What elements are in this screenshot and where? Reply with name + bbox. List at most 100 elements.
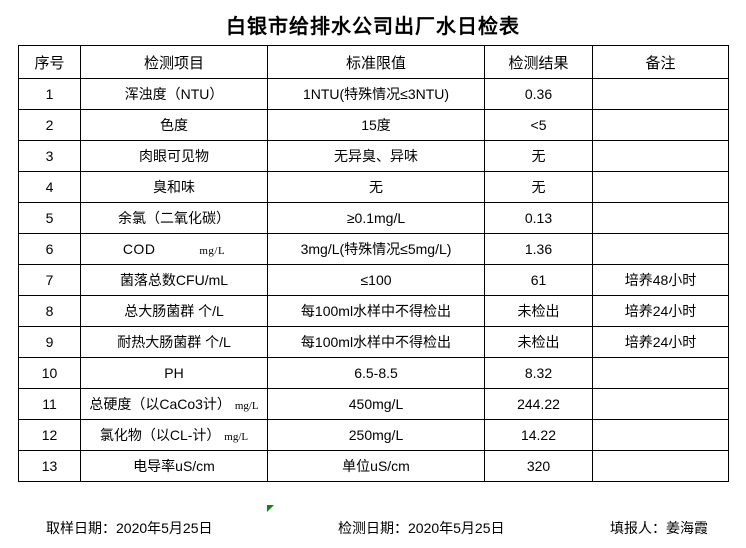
table-row: 13 电导率uS/cm 单位uS/cm 320	[18, 450, 729, 482]
cell-standard-limit: 每100ml水样中不得检出	[267, 295, 485, 327]
cell-item: 色度	[80, 109, 268, 141]
cell-item: 总硬度（以CaCo3计） mg/L	[80, 388, 268, 420]
table-row: 7 菌落总数CFU/mL ≤100 61 培养48小时	[18, 264, 729, 296]
table-row: 11 总硬度（以CaCo3计） mg/L 450mg/L 244.22	[18, 388, 729, 420]
cell-standard-limit: 单位uS/cm	[267, 450, 485, 482]
table-row: 4 臭和味无无	[18, 171, 729, 203]
cell-item: COD mg/L	[80, 233, 268, 265]
cell-item: 氯化物（以CL-计） mg/L	[80, 419, 268, 451]
cell-item: 总大肠菌群 个/L	[80, 295, 268, 327]
cell-item-unit: mg/L	[234, 400, 259, 412]
cell-remark: 培养24小时	[592, 326, 729, 358]
cell-standard-limit: 1NTU(特殊情况≤3NTU)	[267, 78, 485, 110]
cell-result: 0.36	[484, 78, 593, 110]
table-row: 3 肉眼可见物 无异臭、异味无	[18, 140, 729, 172]
cell-no: 5	[18, 202, 81, 234]
cell-item-spacer	[155, 241, 199, 257]
cell-result: 未检出	[484, 295, 593, 327]
cell-remark	[592, 140, 729, 172]
table-row: 5 余氯（二氧化碳） ≥0.1mg/L 0.13	[18, 202, 729, 234]
column-header-item: 检测项目	[80, 45, 268, 79]
cell-standard-limit: 450mg/L	[267, 388, 485, 420]
table-row: 6 COD mg/L 3mg/L(特殊情况≤5mg/L) 1.36	[18, 233, 729, 265]
cell-result: 0.13	[484, 202, 593, 234]
table-row: 10 PH 6.5-8.5 8.32	[18, 357, 729, 389]
cell-result: 61	[484, 264, 593, 296]
cell-no: 9	[18, 326, 81, 358]
cell-item: 耐热大肠菌群 个/L	[80, 326, 268, 358]
cell-no: 12	[18, 419, 81, 451]
cell-item: PH	[80, 357, 268, 389]
cell-no: 13	[18, 450, 81, 482]
cell-result: 无	[484, 140, 593, 172]
cell-no: 10	[18, 357, 81, 389]
cell-item: 电导率uS/cm	[80, 450, 268, 482]
column-header-remark: 备注	[592, 45, 729, 79]
cell-remark	[592, 450, 729, 482]
cell-remark	[592, 388, 729, 420]
cell-no: 3	[18, 140, 81, 172]
cell-remark	[592, 78, 729, 110]
report-table-container: 序号 检测项目 标准限值 检测结果 备注 1 浑浊度（NTU） 1NTU(特殊情况≤…	[18, 45, 729, 482]
cell-result: 244.22	[484, 388, 593, 420]
cell-item: 浑浊度（NTU）	[80, 78, 268, 110]
cell-no: 4	[18, 171, 81, 203]
cell-remark	[592, 171, 729, 203]
cell-item-name: COD	[122, 241, 156, 257]
table-row: 1 浑浊度（NTU） 1NTU(特殊情况≤3NTU) 0.36	[18, 78, 729, 110]
cell-standard-limit: 3mg/L(特殊情况≤5mg/L)	[267, 233, 485, 265]
cell-standard-limit: 15度	[267, 109, 485, 141]
table-row: 8 总大肠菌群 个/L 每100ml水样中不得检出 未检出 培养24小时	[18, 295, 729, 327]
cell-item: 菌落总数CFU/mL	[80, 264, 268, 296]
cell-remark	[592, 202, 729, 234]
cell-remark	[592, 419, 729, 451]
table-row: 2 色度 15度 <5	[18, 109, 729, 141]
footer: 取样日期：2020年5月25日 检测日期：2020年5月25日 填报人：姜海霞	[18, 518, 728, 542]
cell-standard-limit: 6.5-8.5	[267, 357, 485, 389]
column-header-result: 检测结果	[484, 45, 593, 79]
column-header-std: 标准限值	[267, 45, 485, 79]
cell-result: 8.32	[484, 357, 593, 389]
test-date-label: 检测日期：2020年5月25日	[338, 520, 505, 536]
cell-remark: 培养48小时	[592, 264, 729, 296]
table-body: 1 浑浊度（NTU） 1NTU(特殊情况≤3NTU) 0.36 2 色度 15度 <5 3 肉眼可…	[18, 78, 729, 482]
cell-result: <5	[484, 109, 593, 141]
page-title: 白银市给排水公司出厂水日检表	[226, 16, 520, 38]
water-quality-table: 序号 检测项目 标准限值 检测结果 备注 1 浑浊度（NTU） 1NTU(特殊情况≤…	[18, 45, 729, 482]
cell-no: 1	[18, 78, 81, 110]
cell-item-unit: mg/L	[224, 431, 249, 443]
cell-remark	[592, 109, 729, 141]
cell-standard-limit: 无异臭、异味	[267, 140, 485, 172]
cell-item-unit: mg/L	[199, 245, 226, 257]
cell-standard-limit: 每100ml水样中不得检出	[267, 326, 485, 358]
cell-result: 1.36	[484, 233, 593, 265]
column-header-no: 序号	[18, 45, 81, 79]
cell-standard-limit: 无	[267, 171, 485, 203]
cell-no: 7	[18, 264, 81, 296]
cell-standard-limit: 250mg/L	[267, 419, 485, 451]
cell-item: 余氯（二氧化碳）	[80, 202, 268, 234]
table-header-row: 序号 检测项目 标准限值 检测结果 备注	[18, 45, 729, 79]
filler-name-label: 填报人：姜海霞	[610, 520, 708, 536]
cell-no: 8	[18, 295, 81, 327]
cell-remark: 培养24小时	[592, 295, 729, 327]
cell-remark	[592, 357, 729, 389]
cell-item: 臭和味	[80, 171, 268, 203]
comment-marker-icon-footer	[267, 505, 274, 512]
cell-item: 肉眼可见物	[80, 140, 268, 172]
cell-remark	[592, 233, 729, 265]
cell-result: 320	[484, 450, 593, 482]
cell-no: 11	[18, 388, 81, 420]
cell-standard-limit: ≤100	[267, 264, 485, 296]
cell-standard-limit: ≥0.1mg/L	[267, 202, 485, 234]
cell-no: 2	[18, 109, 81, 141]
sample-date-label: 取样日期：2020年5月25日	[46, 520, 213, 536]
cell-result: 未检出	[484, 326, 593, 358]
cell-item-name: 氯化物（以CL-计）	[99, 427, 221, 443]
table-row: 9 耐热大肠菌群 个/L 每100ml水样中不得检出 未检出 培养24小时	[18, 326, 729, 358]
table-row: 12 氯化物（以CL-计） mg/L 250mg/L 14.22	[18, 419, 729, 451]
cell-result: 14.22	[484, 419, 593, 451]
cell-item-name: 总硬度（以CaCo3计）	[89, 396, 231, 412]
cell-result: 无	[484, 171, 593, 203]
